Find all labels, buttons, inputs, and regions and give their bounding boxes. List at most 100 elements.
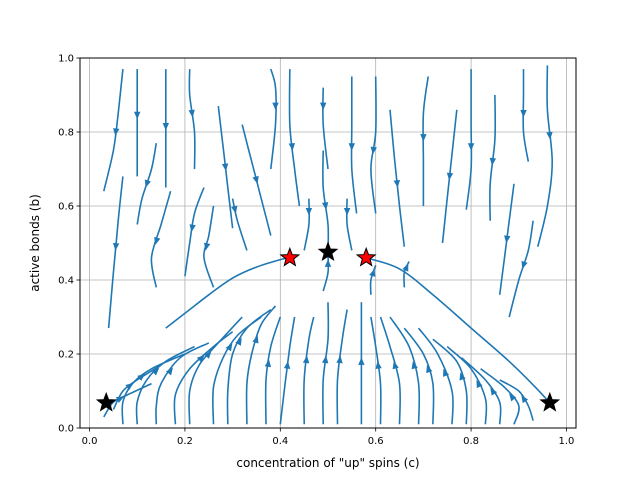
stream-arrow: [112, 242, 120, 251]
stream-line: [322, 87, 329, 170]
stream-arrow: [235, 337, 242, 346]
stream-arrow: [125, 382, 134, 391]
fixed-points: [95, 241, 561, 412]
stream-arrow: [392, 361, 399, 370]
stream-arrow: [188, 109, 195, 118]
stream-arrow: [509, 393, 517, 402]
stream-arrow: [196, 354, 205, 363]
x-tick-label: 0.0: [82, 436, 98, 447]
stream-arrow: [520, 110, 527, 118]
stream-arrow: [343, 208, 351, 216]
stable-fixed-point-star: [539, 391, 561, 412]
stream-arrow: [113, 128, 120, 136]
stream-arrow: [446, 172, 454, 181]
stream-arrow: [321, 202, 329, 210]
stream-line: [432, 338, 468, 425]
x-tick-label: 1.0: [559, 436, 575, 447]
stream-arrow: [393, 179, 401, 188]
stream-arrow: [489, 157, 497, 166]
stream-arrow: [443, 368, 450, 377]
stream-arrow: [252, 175, 259, 184]
stream-arrow: [402, 263, 409, 272]
stream-arrow: [204, 242, 211, 251]
stream-arrow: [272, 102, 279, 111]
stream-arrow: [358, 357, 365, 365]
separatrix-right: [365, 257, 551, 404]
stream-arrow: [204, 350, 212, 359]
stream-arrow: [504, 235, 511, 244]
stream-arrow: [225, 343, 233, 352]
stream-arrow: [375, 361, 382, 369]
stream-arrow: [320, 102, 327, 111]
x-tick-label: 0.4: [272, 436, 288, 447]
stream-arrow: [151, 367, 160, 376]
stable-fixed-point-star: [317, 241, 339, 262]
stream-arrow: [283, 361, 291, 369]
stream-arrow: [305, 208, 313, 216]
stream-arrow: [546, 131, 553, 140]
stream-arrow: [288, 142, 296, 151]
x-axis-ticks: 0.0 0.2 0.4 0.6 0.8 1.0: [82, 428, 575, 447]
separatrix-curve: [165, 257, 551, 404]
y-axis-label: active bonds (b): [28, 194, 42, 292]
stream-line: [188, 316, 243, 425]
stream-arrow: [336, 355, 343, 364]
stream-arrow: [221, 163, 229, 172]
x-tick-label: 0.2: [177, 436, 193, 447]
stream-line: [245, 305, 277, 425]
y-axis-ticks: 0.0 0.2 0.4 0.6 0.8 1.0: [58, 54, 80, 435]
stream-line: [537, 65, 554, 247]
stream-arrow: [521, 395, 529, 404]
stream-arrow: [115, 396, 125, 403]
stream-arrow: [411, 361, 418, 370]
stream-arrow: [521, 260, 528, 270]
y-tick-label: 0.6: [58, 202, 74, 213]
stream-arrow: [420, 134, 427, 142]
x-tick-label: 0.6: [368, 436, 384, 447]
stream-arrow: [370, 146, 377, 155]
stream-arrow: [231, 205, 238, 214]
stream-arrow: [137, 373, 146, 381]
stream-arrow: [324, 259, 332, 267]
stream-arrow: [154, 236, 161, 245]
stream-arrow: [476, 379, 483, 389]
stream-arrow: [144, 179, 151, 188]
x-tick-label: 0.8: [463, 436, 479, 447]
stream-arrow: [348, 143, 355, 151]
y-tick-label: 0.8: [58, 128, 74, 139]
x-axis-label: concentration of "up" spins (c): [236, 456, 419, 470]
stream-arrow: [162, 123, 170, 131]
y-tick-label: 0.0: [58, 424, 74, 435]
saddle-fixed-point-star: [279, 246, 301, 267]
stream-arrow: [252, 335, 259, 344]
stream-line: [231, 198, 248, 251]
stream-line: [155, 342, 210, 425]
stream-line: [345, 198, 353, 251]
stream-arrow: [133, 111, 141, 120]
stream-arrow: [322, 355, 329, 364]
y-tick-label: 0.2: [58, 350, 74, 361]
y-tick-label: 1.0: [58, 54, 74, 65]
stream-arrow: [467, 143, 475, 151]
stream-arrow: [369, 268, 376, 277]
stream-arrow: [490, 387, 498, 396]
stream-line: [211, 316, 262, 425]
stream-arrow: [459, 372, 466, 381]
stream-arrow: [165, 367, 173, 376]
separatrix-left: [165, 257, 290, 329]
saddle-fixed-point-star: [355, 246, 377, 267]
stream-line: [322, 254, 330, 292]
stable-fixed-point-star: [95, 391, 117, 412]
stream-line: [303, 198, 311, 251]
stream-arrow: [302, 355, 310, 364]
stream-line: [226, 308, 272, 425]
stream-line: [369, 264, 377, 295]
stream-line: [135, 345, 195, 425]
stream-arrow: [189, 224, 196, 233]
stream-arrow: [264, 359, 272, 368]
stream-arrows: [112, 102, 553, 404]
y-tick-label: 0.4: [58, 276, 74, 287]
stream-arrow: [426, 364, 433, 374]
